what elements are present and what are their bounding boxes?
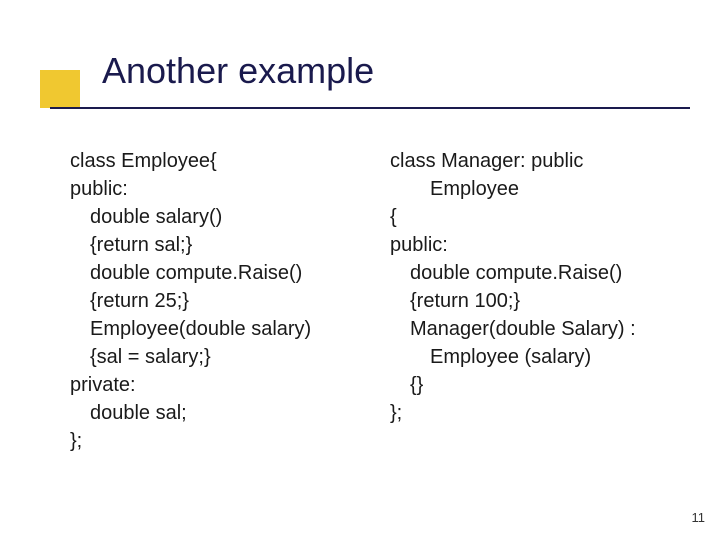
code-line: Employee bbox=[390, 175, 680, 203]
code-line: public: bbox=[390, 231, 680, 259]
code-line: {return 25;} bbox=[70, 287, 360, 315]
slide-title: Another example bbox=[40, 50, 720, 92]
right-column: class Manager: public Employee { public:… bbox=[390, 147, 680, 455]
code-line: {return 100;} bbox=[390, 287, 680, 315]
code-line: double compute.Raise() bbox=[390, 259, 680, 287]
left-column: class Employee{ public: double salary() … bbox=[70, 147, 360, 455]
title-underline bbox=[50, 107, 690, 109]
code-line: double sal; bbox=[70, 399, 360, 427]
code-line: Employee (salary) bbox=[390, 343, 680, 371]
code-line: double compute.Raise() bbox=[70, 259, 360, 287]
code-line: private: bbox=[70, 371, 360, 399]
slide-body: class Employee{ public: double salary() … bbox=[0, 112, 720, 455]
code-line: {} bbox=[390, 371, 680, 399]
code-line: class Manager: public bbox=[390, 147, 680, 175]
code-line: double salary() bbox=[70, 203, 360, 231]
code-line: { bbox=[390, 203, 680, 231]
code-line: }; bbox=[390, 399, 680, 427]
code-line: {return sal;} bbox=[70, 231, 360, 259]
code-line: Manager(double Salary) : bbox=[390, 315, 680, 343]
code-line: class Employee{ bbox=[70, 147, 360, 175]
code-line: }; bbox=[70, 427, 360, 455]
page-number: 11 bbox=[692, 510, 706, 525]
code-line: Employee(double salary) bbox=[70, 315, 360, 343]
code-line: {sal = salary;} bbox=[70, 343, 360, 371]
code-line: public: bbox=[70, 175, 360, 203]
slide-header: Another example bbox=[0, 0, 720, 112]
